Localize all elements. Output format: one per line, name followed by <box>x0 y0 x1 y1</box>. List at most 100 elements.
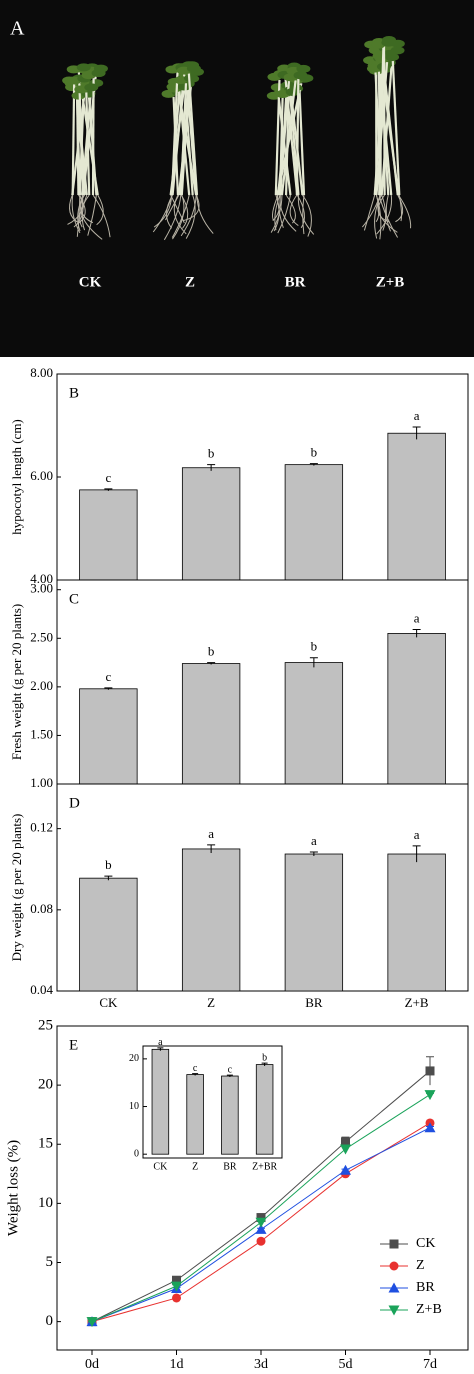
marker <box>388 1282 400 1293</box>
root <box>297 194 315 235</box>
error-bar <box>157 1047 164 1051</box>
marker <box>341 1137 350 1147</box>
root <box>363 194 376 231</box>
marker <box>256 1213 266 1223</box>
bar <box>284 853 344 992</box>
error-bar <box>309 851 318 857</box>
bar <box>181 848 241 992</box>
bar <box>387 853 446 992</box>
y-tick-label: 20 <box>38 1077 53 1093</box>
y-tick-label: 10 <box>38 1195 53 1211</box>
panel-letter: C <box>69 591 79 607</box>
x-tick-label: 7d <box>423 1357 437 1372</box>
leaf <box>91 69 106 78</box>
x-tick-label: Z+BR <box>252 1161 277 1172</box>
root <box>377 194 390 223</box>
root <box>80 194 94 224</box>
panel-letter: D <box>69 795 80 811</box>
marker <box>256 1236 266 1246</box>
root <box>69 194 80 224</box>
marker <box>255 1223 267 1234</box>
significance-letter: a <box>414 408 420 423</box>
root <box>270 194 283 233</box>
root <box>185 194 196 239</box>
root <box>277 194 291 234</box>
significance-letter: a <box>158 1037 163 1048</box>
root <box>92 194 111 238</box>
stem <box>274 79 281 196</box>
root <box>180 194 189 229</box>
marker <box>86 1317 98 1328</box>
x-tick-label: CK <box>99 995 118 1010</box>
root <box>395 194 404 223</box>
leaf <box>183 74 198 83</box>
y-tick-label: 0.12 <box>30 820 53 835</box>
legend-label: BR <box>416 1280 435 1295</box>
stem <box>280 80 297 196</box>
photo-background <box>0 0 474 357</box>
x-tick-label: CK <box>153 1161 168 1172</box>
stem <box>298 83 306 196</box>
root <box>79 194 90 228</box>
stem <box>170 72 179 196</box>
root <box>163 194 182 241</box>
root <box>165 194 180 221</box>
root <box>376 194 393 235</box>
photo-label: BR <box>285 274 306 290</box>
x-tick-label: Z <box>192 1161 198 1172</box>
bar <box>181 467 241 581</box>
y-tick-label: 1.50 <box>30 726 53 741</box>
y-axis-label: Weight loss (%) <box>5 1140 21 1236</box>
root <box>398 194 412 229</box>
error-bar <box>226 1074 233 1077</box>
stem <box>71 83 76 196</box>
bar <box>79 688 138 785</box>
x-tick-label: 1d <box>170 1357 184 1372</box>
error-bar <box>207 844 216 853</box>
error-bar <box>412 629 421 638</box>
error-bar <box>207 662 216 665</box>
leaf <box>285 88 300 97</box>
y-tick-label: 1.00 <box>30 775 53 790</box>
root <box>76 194 81 237</box>
error-bar <box>104 875 113 881</box>
marker <box>389 1239 399 1249</box>
root <box>196 194 214 234</box>
error-bar <box>207 464 216 471</box>
marker <box>172 1293 181 1303</box>
bar <box>387 432 446 581</box>
marker <box>389 1261 399 1271</box>
marker <box>425 1066 435 1076</box>
root <box>272 194 279 221</box>
leaf <box>381 38 396 47</box>
y-tick-label: 0.08 <box>30 901 53 916</box>
root <box>296 194 305 229</box>
photo <box>62 36 412 241</box>
leaf <box>177 82 192 91</box>
bar <box>387 633 446 785</box>
y-tick-label: 3.00 <box>30 581 53 596</box>
leaf <box>84 83 99 92</box>
y-axis-label: hypocotyl length (cm) <box>9 419 24 535</box>
root <box>170 194 185 224</box>
stem <box>78 83 85 196</box>
root <box>385 194 391 232</box>
stem <box>85 92 91 196</box>
root <box>289 194 299 226</box>
stem <box>187 73 199 196</box>
root <box>361 194 381 228</box>
y-tick-label: 15 <box>38 1136 53 1152</box>
y-tick-label: 10 <box>129 1101 139 1112</box>
panel-letter: A <box>10 18 25 40</box>
marker <box>388 1305 400 1316</box>
y-tick-label: 25 <box>38 1017 53 1033</box>
legend-label: Z <box>416 1258 425 1273</box>
y-tick-label: 20 <box>129 1053 139 1064</box>
error-bar <box>192 1073 199 1076</box>
plot-frame <box>56 783 469 992</box>
y-tick-label: 0 <box>46 1313 54 1329</box>
leaf <box>385 53 400 62</box>
plot-frame <box>142 1045 283 1159</box>
bar <box>186 1074 204 1155</box>
